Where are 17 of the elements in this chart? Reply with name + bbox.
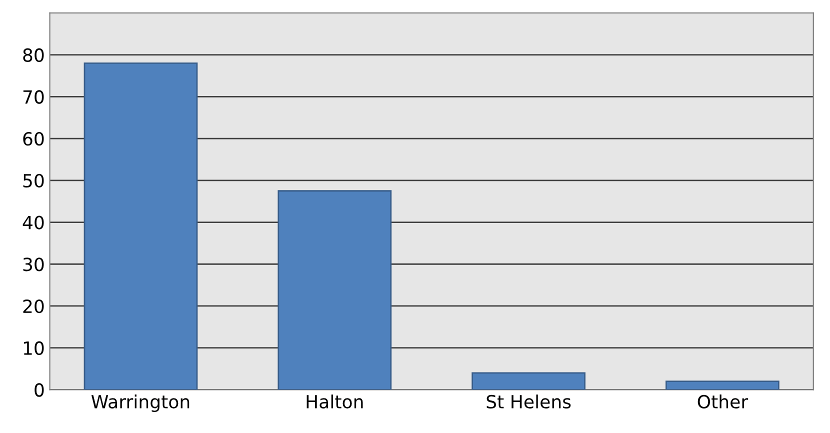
x-tick-label: Other xyxy=(698,394,748,409)
bar xyxy=(472,372,586,390)
y-tick-label: 60 xyxy=(23,132,44,146)
x-tick-label: Halton xyxy=(306,394,363,409)
y-tick-label: 50 xyxy=(23,174,44,188)
y-tick-label: 70 xyxy=(23,90,44,104)
bar xyxy=(278,190,392,390)
y-tick-label: 10 xyxy=(24,341,44,355)
x-tick-label: Warrington xyxy=(91,394,190,412)
y-tick-label: 20 xyxy=(23,299,44,314)
y-tick-label: 40 xyxy=(22,216,44,230)
y-tick-label: 30 xyxy=(23,258,44,272)
x-tick-label: St Helens xyxy=(486,394,571,409)
y-tick-label: 80 xyxy=(23,48,44,62)
bar xyxy=(666,380,780,390)
y-tick-label: 0 xyxy=(34,383,44,397)
bar xyxy=(84,62,198,390)
